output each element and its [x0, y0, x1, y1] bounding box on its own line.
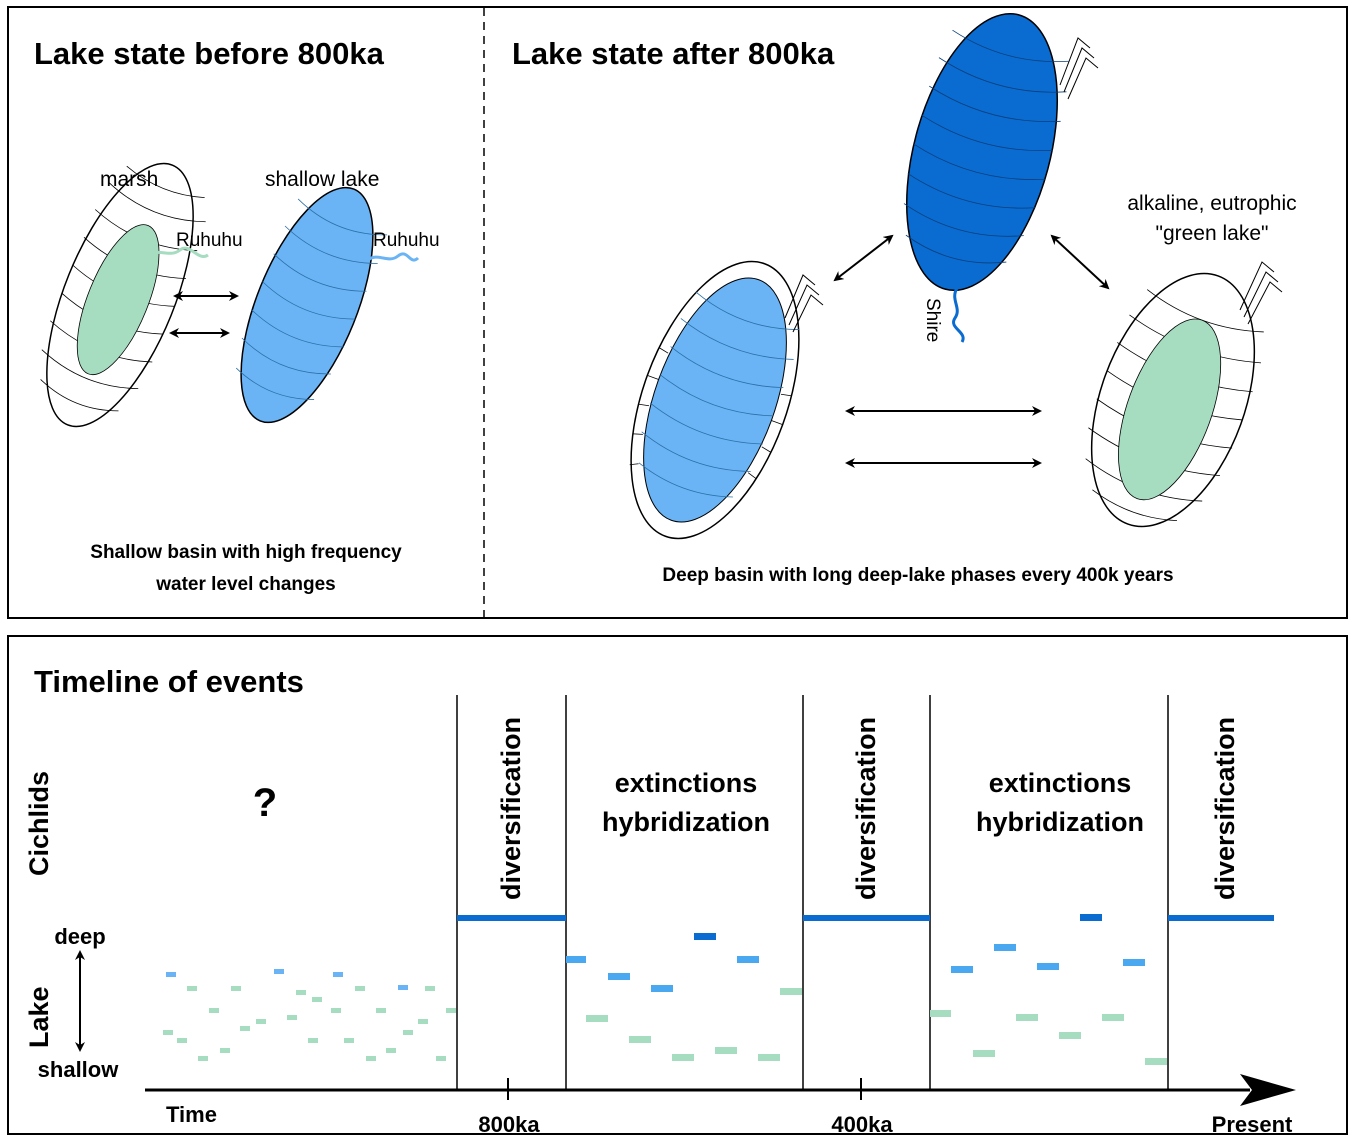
mountain-icon-3	[1239, 261, 1283, 325]
marsh-basin	[40, 162, 206, 428]
axis-label-time: Time	[166, 1102, 217, 1127]
extinctions-label-2: extinctions	[989, 768, 1132, 798]
lake-level-marks	[163, 914, 1167, 1065]
shire-river	[952, 287, 965, 343]
green-lake-label-2: "green lake"	[1156, 222, 1269, 245]
diversification-label-3: diversification	[1210, 717, 1240, 900]
tick-label-present: Present	[1212, 1112, 1293, 1137]
period-separators	[456, 695, 1169, 1090]
arrow-medium-deep	[833, 234, 894, 282]
hybridization-label-1: hybridization	[602, 807, 770, 837]
deep-lake-basin	[903, 12, 1069, 292]
after-title: Lake state after 800ka	[512, 36, 835, 71]
mountain-icon-1	[1059, 37, 1099, 100]
after-summary: Deep basin with long deep-lake phases ev…	[662, 565, 1173, 586]
time-axis	[145, 1074, 1296, 1106]
ruhuhu-river-1	[147, 246, 209, 258]
green-lake-label-1: alkaline, eutrophic	[1127, 192, 1296, 215]
diversification-label-1: diversification	[496, 717, 526, 900]
timeline-panel-frame	[7, 635, 1348, 1135]
ruhuhu-label-2: Ruhuhu	[373, 230, 440, 251]
shire-label: Shire	[922, 298, 943, 342]
shallow-lake-basin	[235, 186, 388, 424]
shallow-label: shallow	[38, 1057, 120, 1082]
green-lake-basin	[1085, 272, 1264, 528]
before-title: Lake state before 800ka	[34, 36, 385, 71]
medium-lake-basin	[629, 260, 800, 540]
before-summary-line2: water level changes	[155, 574, 336, 595]
extinctions-label-1: extinctions	[615, 768, 758, 798]
tick-label-800ka: 800ka	[478, 1112, 540, 1137]
diversification-label-2: diversification	[851, 717, 881, 900]
hybridization-label-2: hybridization	[976, 807, 1144, 837]
top-panel-frame	[7, 6, 1348, 619]
before-summary-line1: Shallow basin with high frequency	[90, 542, 402, 563]
timeline-title: Timeline of events	[34, 664, 304, 699]
unknown-mark: ?	[253, 781, 277, 825]
deep-label: deep	[54, 924, 105, 949]
row-label-lake: Lake	[24, 986, 54, 1048]
tick-label-400ka: 400ka	[831, 1112, 893, 1137]
mountain-icon-2	[784, 274, 824, 333]
arrow-deep-green	[1050, 234, 1110, 290]
shallow-lake-label: shallow lake	[265, 168, 379, 191]
ruhuhu-label-1: Ruhuhu	[176, 230, 243, 251]
marsh-label: marsh	[100, 168, 158, 191]
ruhuhu-river-2	[367, 252, 420, 262]
row-label-cichlids: Cichlids	[24, 771, 54, 876]
